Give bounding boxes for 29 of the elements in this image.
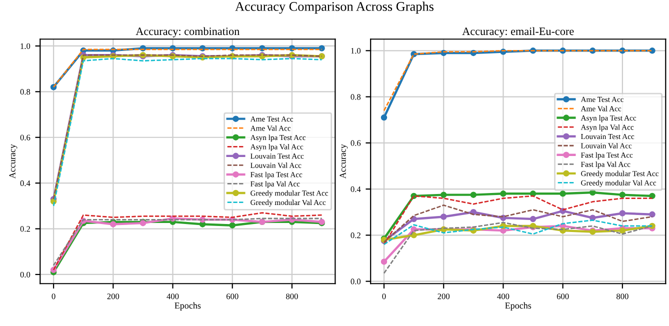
x-tick-label: 200 <box>107 294 120 300</box>
x-tick-label: 800 <box>286 294 298 300</box>
y-tick-label: 0.8 <box>20 89 30 95</box>
y-tick-label: 0.4 <box>350 186 361 192</box>
x-tick-label: 200 <box>438 294 450 300</box>
y-tick-label: 0.2 <box>20 226 30 232</box>
x-axis-title: Epochs <box>174 302 201 310</box>
y-tick-label: 0.6 <box>20 134 30 140</box>
x-tick-label: 0 <box>382 294 386 300</box>
y-axis-title: Accuracy <box>9 144 18 179</box>
y-tick-label: 0.8 <box>350 94 361 100</box>
x-axis-title: Epochs <box>505 302 532 310</box>
x-tick-label: 600 <box>226 294 238 300</box>
y-tick-label: 1.0 <box>351 48 361 54</box>
x-tick-label: 800 <box>616 294 628 300</box>
x-tick-label: 0 <box>52 294 56 300</box>
x-tick-label: 400 <box>166 294 179 300</box>
y-axis-title: Accuracy <box>340 144 348 179</box>
y-tick-label: 0.0 <box>350 278 361 284</box>
text: Accuracy Comparison Across Graphs <box>235 2 434 14</box>
y-tick-label: 0.2 <box>350 232 360 238</box>
y-tick-label: 0.4 <box>20 180 30 186</box>
x-tick-label: 400 <box>497 294 510 300</box>
x-tick-label: 600 <box>556 294 569 300</box>
y-tick-label: 0.0 <box>20 272 30 278</box>
y-tick-label: 0.6 <box>350 140 361 146</box>
y-tick-label: 1.0 <box>20 43 30 49</box>
chart-title: Accuracy: combination <box>136 27 240 38</box>
chart-title: Accuracy: email-Eu-core <box>462 27 574 38</box>
